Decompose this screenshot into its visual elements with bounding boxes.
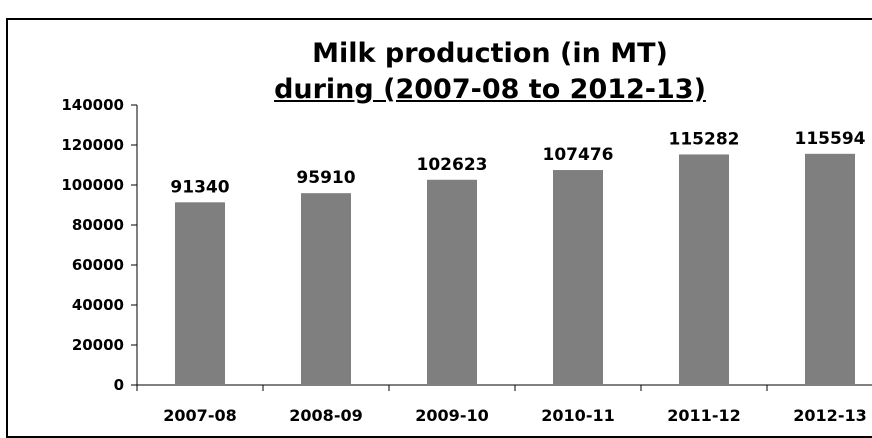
bars [175,153,855,385]
bar-2011-12 [679,154,729,385]
y-tick-label: 0 [114,376,124,394]
data-label: 102623 [417,155,488,175]
data-label: 115282 [669,129,740,149]
x-tick-label: 2008-09 [289,406,362,425]
y-tick-label: 140000 [61,96,124,114]
axes: 0 20000 40000 60000 80000 100000 120000 140000 [61,96,872,394]
bar-2012-13 [805,153,855,385]
x-tick-label: 2009-10 [415,406,488,425]
x-tick-label: 2010-11 [541,406,614,425]
x-tick-label: 2012-13 [793,406,866,425]
chart-subtitle: during (2007-08 to 2012-13) [274,74,706,105]
y-tick-label: 120000 [61,136,124,154]
data-label: 115594 [795,129,866,149]
x-tick-label: 2011-12 [667,406,740,425]
bar-2009-10 [427,179,477,385]
y-tick-label: 20000 [72,336,124,354]
bar-2008-09 [301,193,351,385]
data-label: 91340 [170,177,229,197]
chart-title: Milk production (in MT) [312,38,668,69]
labels: 91340 2007-08 95910 2008-09 102623 2009-10 107… [163,129,866,425]
x-tick-label: 2007-08 [163,406,236,425]
y-tick-label: 100000 [61,176,124,194]
data-label: 95910 [296,168,355,188]
y-tick-label: 80000 [72,216,124,234]
bar-2010-11 [553,170,603,385]
y-tick-label: 60000 [72,256,124,274]
y-tick-label: 40000 [72,296,124,314]
data-label: 107476 [543,145,614,165]
bar-2007-08 [175,202,225,385]
